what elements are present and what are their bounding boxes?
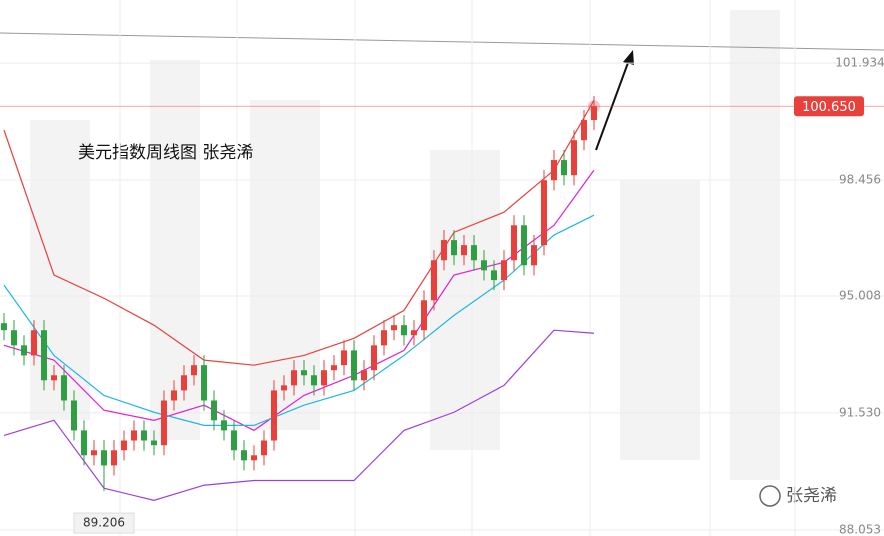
candle-body [561,160,567,176]
chart-title: 美元指数周线图 张尧浠 [78,143,253,163]
low-label: 89.206 [83,516,125,530]
candle-body [591,106,597,121]
candle-body [451,240,457,256]
candle-body [141,430,147,441]
candle-body [1,323,7,331]
candle-body [211,400,217,421]
candle-body [221,420,227,431]
candle-body [231,430,237,451]
y-tick-label: 88.053 [839,522,881,536]
watermark: 张尧浠 [759,485,837,507]
candle-body [41,330,47,381]
candle-body [441,240,447,261]
candle-body [391,325,397,331]
candle-body [381,330,387,346]
background-watermark [30,10,780,480]
candle-body [291,370,297,386]
candle-body [281,385,287,391]
price-tag [794,96,864,117]
candle-body [371,345,377,371]
candle-body [241,450,247,461]
candle-body [21,345,27,356]
candle-body [301,370,307,376]
candle-body [311,375,317,386]
candle-body [91,450,97,456]
candle-body [101,450,107,466]
candle-body [551,160,557,181]
candle-body [581,120,587,141]
trend-line [0,32,884,51]
candle-body [511,225,517,261]
candle-body [471,245,477,261]
arrow [595,50,634,151]
candle-body [251,455,257,461]
candle-body [401,325,407,336]
candle-body [121,440,127,451]
y-tick-label: 101.934 [835,56,884,70]
candle-body [411,330,417,336]
y-tick-label: 95.008 [839,288,881,302]
candle-body [151,440,157,446]
candle-body [61,375,67,401]
candle-body [181,375,187,391]
candle-body [71,400,77,431]
candle-body [191,365,197,376]
indicator-line [3,99,595,366]
last-price-glow [588,100,600,113]
candle-body [351,350,357,381]
candle-body [361,370,367,381]
y-tick-label: 98.456 [839,173,881,187]
candle-body [11,330,17,346]
candle-body [431,260,437,301]
candle-body [461,245,467,256]
candle-body [571,140,577,176]
candle-body [201,365,207,401]
candle-body [171,390,177,401]
candle-body [81,430,87,456]
candle-body [51,375,57,381]
candle-body [541,180,547,246]
y-tick-label: 91.530 [839,405,881,419]
low-label-box [73,512,135,534]
candle-body [271,390,277,441]
candle-body [111,450,117,466]
candle-body [31,330,37,356]
candle-body [161,400,167,446]
candle-body [531,245,537,266]
candle-body [501,260,507,281]
price-tag-label: 100.650 [802,100,856,115]
candle-body [491,270,497,281]
candle-body [341,350,347,366]
candle-body [481,260,487,271]
candle-body [261,440,267,456]
candle-body [131,430,137,441]
candle-body [321,370,327,386]
candle-body [521,225,527,266]
candle-body [331,365,337,371]
watermark-text: 张尧浠 [786,486,837,506]
candle-body [421,300,427,331]
